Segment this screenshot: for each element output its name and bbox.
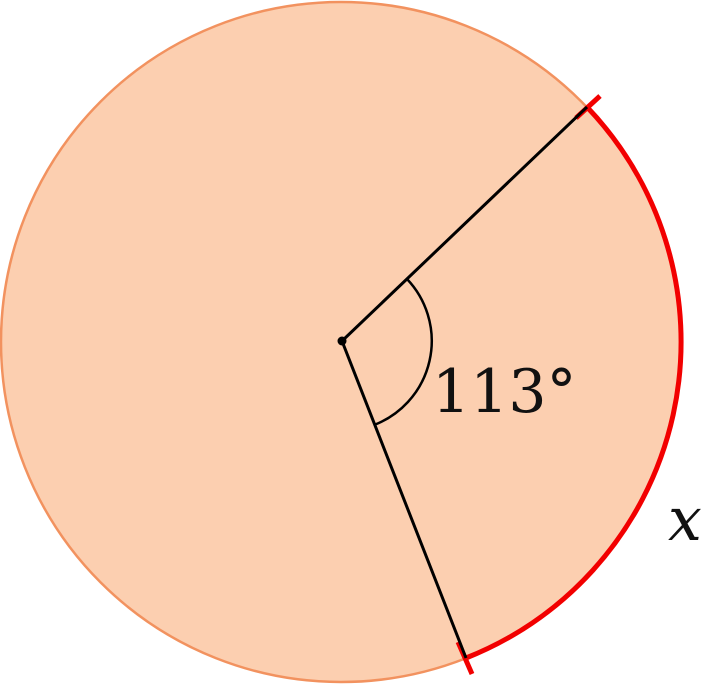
angle-label: 113°: [432, 357, 577, 427]
radius-upper: [340, 105, 589, 343]
center-point: [337, 336, 347, 346]
angle-marker: [373, 278, 433, 427]
radius-lower: [340, 340, 468, 659]
arc-label: x: [668, 485, 702, 555]
highlighted-arc: [465, 105, 684, 661]
